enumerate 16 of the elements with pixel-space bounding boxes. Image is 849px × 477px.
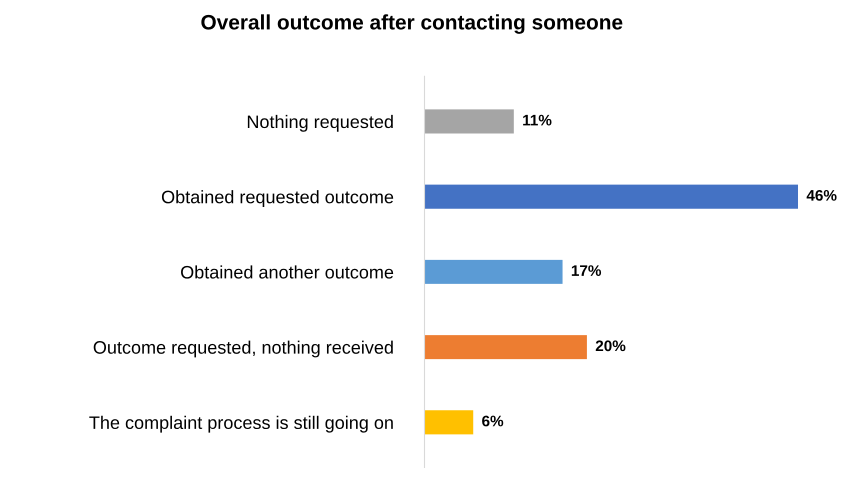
chart-title: Overall outcome after contacting someone bbox=[201, 14, 622, 34]
bar bbox=[424, 109, 514, 134]
data-label: 6% bbox=[482, 416, 504, 426]
bar bbox=[424, 410, 474, 434]
y-tick-label: Obtained another outcome bbox=[181, 265, 394, 279]
bar bbox=[424, 260, 563, 284]
y-tick-label: Nothing requested bbox=[248, 114, 393, 132]
data-label: 11% bbox=[523, 114, 552, 126]
bar bbox=[424, 184, 798, 209]
y-tick-label: Obtained requested outcome bbox=[162, 190, 394, 207]
data-label: 17% bbox=[572, 265, 602, 276]
data-label: 46% bbox=[806, 190, 837, 201]
y-tick-label: The complaint process is still going on bbox=[89, 416, 393, 433]
y-tick-label: Outcome requested, nothing received bbox=[94, 340, 393, 358]
bar bbox=[424, 335, 587, 360]
data-label: 20% bbox=[596, 340, 626, 352]
